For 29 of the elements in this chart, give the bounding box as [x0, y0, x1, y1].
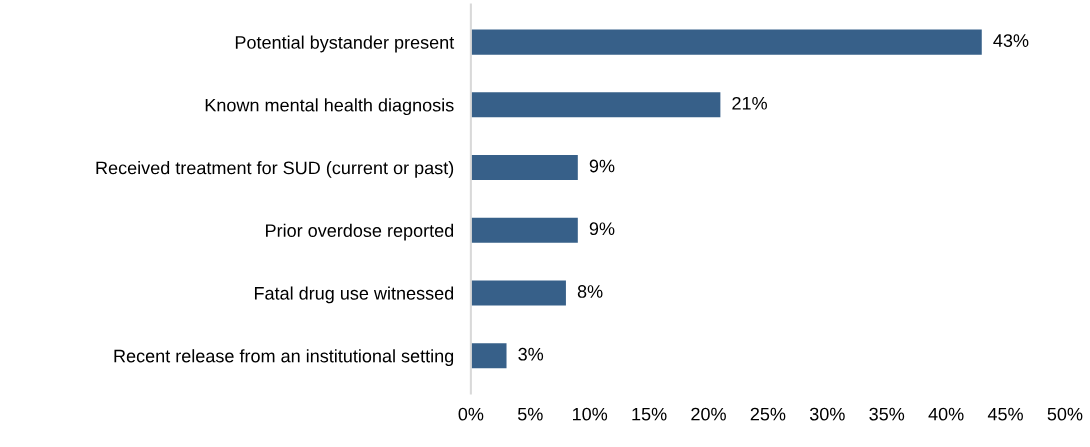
x-tick-label: 50% [1047, 407, 1083, 421]
x-tick-label: 30% [809, 407, 845, 421]
x-tick-label: 15% [632, 407, 667, 421]
bar [470, 280, 566, 306]
data-label: 9% [589, 222, 615, 236]
x-tick-label: 0% [458, 407, 484, 421]
bar [470, 343, 507, 369]
bar [470, 29, 982, 55]
y-tick-label: Recent release from an institutional setting [114, 349, 454, 367]
bar [470, 92, 721, 118]
y-tick-label: Received treatment for SUD (current or past) [96, 161, 454, 178]
bar [470, 155, 578, 181]
x-tick-label: 20% [691, 407, 726, 421]
data-label: 43% [993, 34, 1029, 47]
x-tick-label: 25% [750, 407, 786, 421]
data-label: 9% [589, 159, 615, 173]
y-tick-label: Prior overdose reported [266, 223, 454, 241]
x-tick-label: 40% [928, 407, 964, 421]
bar [470, 217, 578, 243]
x-tick-label: 5% [517, 407, 543, 421]
y-tick-label: Fatal drug use witnessed [254, 286, 454, 304]
data-label: 8% [577, 285, 603, 298]
x-tick-label: 10% [573, 407, 608, 421]
x-tick-label: 45% [987, 407, 1023, 421]
data-label: 3% [518, 347, 544, 361]
y-tick-label: Potential bystander present [235, 35, 455, 53]
y-tick-label: Known mental health diagnosis [205, 98, 454, 116]
data-label: 21% [732, 96, 767, 110]
x-tick-label: 35% [869, 407, 905, 421]
